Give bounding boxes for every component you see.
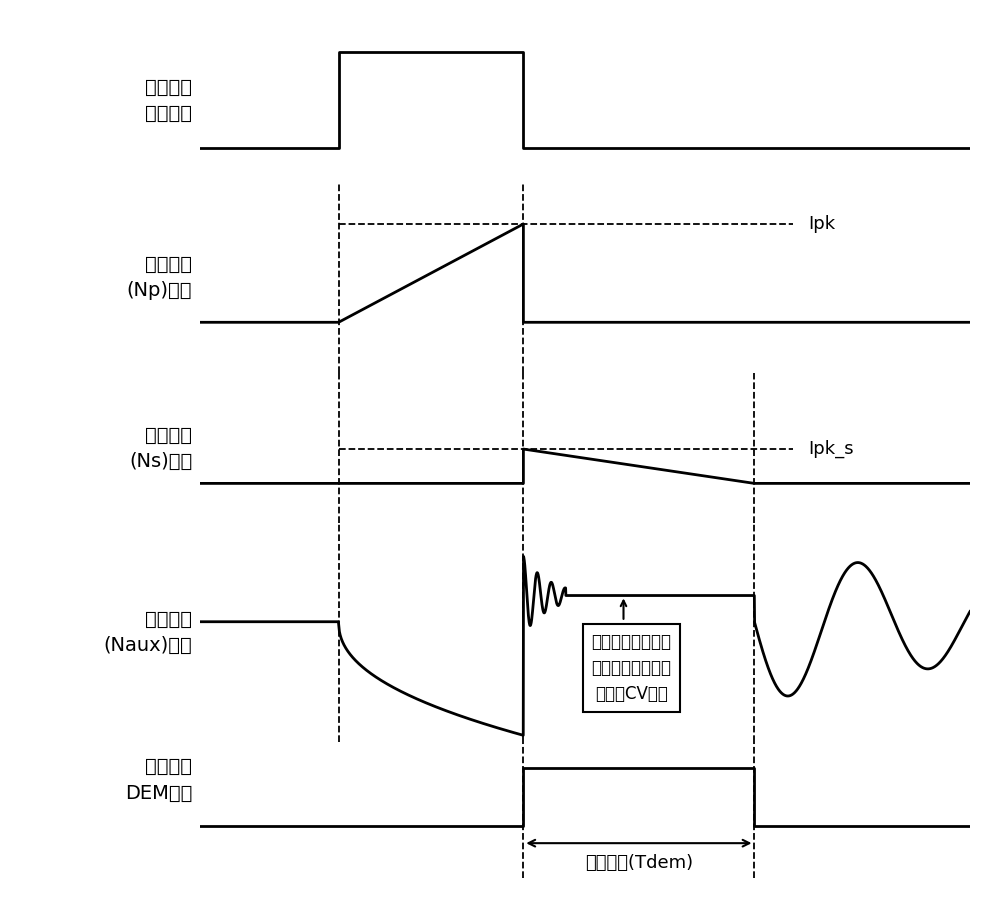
Text: Ipk: Ipk bbox=[808, 215, 835, 233]
Text: 消磁脉宽(Tdem): 消磁脉宽(Tdem) bbox=[585, 854, 693, 872]
Text: 芯片内部
DEM信号: 芯片内部 DEM信号 bbox=[125, 758, 192, 802]
Text: Ipk_s: Ipk_s bbox=[808, 440, 854, 458]
Text: 功率开关
驱动电压: 功率开关 驱动电压 bbox=[145, 78, 192, 123]
Text: 原边电感
(Np)电流: 原边电感 (Np)电流 bbox=[127, 255, 192, 300]
Text: 辅助绕组
(Naux)电压: 辅助绕组 (Naux)电压 bbox=[104, 610, 192, 655]
Text: 在消磁脉宽内某个
时刻检测平台电压
提供给CV控制: 在消磁脉宽内某个 时刻检测平台电压 提供给CV控制 bbox=[591, 632, 671, 704]
Text: 次级电感
(Ns)电流: 次级电感 (Ns)电流 bbox=[129, 425, 192, 471]
